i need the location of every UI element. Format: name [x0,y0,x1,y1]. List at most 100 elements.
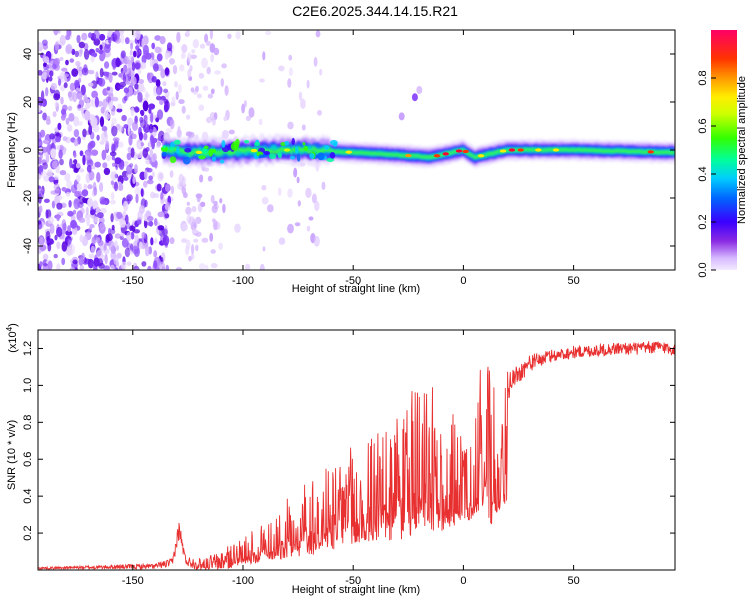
spectrogram-ridge-blob [219,159,225,164]
spectrogram-noise-blob [134,234,139,244]
spectrogram-noise-blob [39,236,44,246]
spectrogram-noise-blob [153,250,158,258]
spectrogram-noise-blob [170,185,174,195]
spectrogram-noise-blob [201,57,208,69]
spectrogram-noise-blob [172,65,178,75]
spectrogram-noise-blob [90,116,98,128]
spectrogram-noise-blob [142,44,149,56]
spectrogram-noise-blob [78,41,86,49]
spectrogram-noise-blob [149,134,154,145]
spectrogram-noise-blob [175,267,183,270]
spectrogram-noise-blob [319,68,323,76]
spectrogram-noise-blob [125,37,130,45]
spectrogram-noise-blob [104,61,110,69]
spectrogram-noise-blob [300,98,306,109]
spectrogram-noise-blob [123,95,128,102]
spectrogram-noise-blob [86,159,94,167]
spectrogram-noise-blob [147,221,154,227]
spectrogram-noise-blob [59,170,67,176]
spectrogram-noise-blob [139,205,145,215]
spectrogram-noise-blob [84,110,91,121]
spectrogram-noise-blob [79,234,84,243]
spectrogram-noise-blob [165,128,173,134]
spectrogram-noise-blob [38,131,42,143]
spectrogram-noise-blob [150,237,154,246]
spectrogram-noise-blob [133,50,137,58]
spectrogram-noise-blob [71,68,79,77]
spectrogram-noise-blob [99,245,105,251]
spectrogram-noise-blob [205,264,209,270]
spectrogram-noise-blob [126,232,132,242]
spectrogram-noise-blob [195,244,199,252]
spectrogram-noise-blob [259,263,265,270]
spectrogram-noise-blob [79,264,85,270]
spectrogram-hotspot [433,154,441,158]
spectrogram-noise-blob [103,265,111,270]
spectrogram-noise-blob [187,68,192,79]
spectrogram-noise-blob [111,125,118,137]
spectrogram-noise-blob [130,42,134,50]
spectrogram-noise-blob [148,128,154,134]
spectrogram-noise-blob [58,78,62,86]
spectrogram-noise-blob [99,116,105,127]
spectrogram-noise-blob [245,263,251,270]
spectrogram-noise-blob [111,117,117,125]
spectrogram-ridge [160,133,675,170]
spectrogram-noise-blob [321,181,326,190]
spectrogram-noise-blob [186,201,190,206]
spectrogram-ridge-blob [303,145,308,151]
spectrogram-noise-blob [74,191,81,198]
colorbar-tick-label: 0.2 [697,214,709,229]
spectrogram-noise-blob [81,67,89,76]
spectrogram-ridge-blob [230,142,237,151]
spectrogram-ytick-label: -40 [22,238,34,254]
spectrogram-noise-blob [67,124,73,132]
spectrogram-noise-blob [222,203,226,214]
spectrogram-noise-blob [111,155,116,161]
spectrogram-ridge-blob [160,146,168,152]
spectrogram-noise-blob [106,233,113,242]
spectrogram-ridge-blob [184,148,192,153]
spectrogram-ridge-blob [302,142,306,146]
snr-panel: -150 -100 -50 0 50 0.2 0.4 0.6 0.8 1.0 1.2 Height… [5,323,676,596]
spectrogram-noise-blob [43,62,47,67]
spectrogram-ridge-blob [309,153,315,159]
spectrogram-noise-blob [129,225,133,232]
svg-text:(x104): (x104) [5,323,19,353]
spectrogram-noise-blob [129,130,134,136]
spectrogram-noise-blob [164,67,170,76]
spectrogram-noise-blob [147,265,152,270]
spectrogram-hotspot [508,148,516,152]
spectrogram-noise-blob [54,57,61,66]
spectrogram-noise-blob [76,34,81,44]
spectrogram-noise-blob [124,247,131,258]
spectrogram-noise-blob [154,46,162,54]
spectrogram-ridge-blob [269,153,277,159]
spectrogram-noise-blob [171,96,176,105]
spectrogram-noise-blob [45,87,49,97]
spectrogram-noise-blob [144,169,148,180]
spectrogram-noise-blob [195,85,199,92]
spectrogram-noise-blob [150,112,154,124]
spectrogram-noise-blob [278,65,285,72]
spectrogram-noise-blob [61,67,68,72]
spectrogram-noise-blob [45,230,51,242]
spectrogram-noise-blob [187,52,192,63]
spectrogram-noise-blob [151,42,156,50]
spectrogram-hotspot [405,154,412,158]
spectrogram-noise-blob [129,163,134,168]
spectrogram-xtick-label: -150 [122,275,144,287]
snr-ytick-label: 0.8 [22,415,34,430]
spectrogram-noise-blob [110,192,115,201]
spectrogram-noise-blob [141,232,146,239]
spectrogram-noise-blob [200,201,206,207]
spectrogram-noise-blob [102,71,109,77]
spectrogram-noise-blob [40,170,47,179]
spectrogram-noise-blob [158,173,164,180]
spectrogram-noise-blob [91,236,96,245]
spectrogram-noise-blob [110,213,114,223]
snr-multiplier-close: ) [7,323,19,327]
spectrogram-noise-blob [126,194,133,202]
spectrogram-noise-blob [287,78,292,88]
spectrogram-noise-blob [128,39,134,46]
